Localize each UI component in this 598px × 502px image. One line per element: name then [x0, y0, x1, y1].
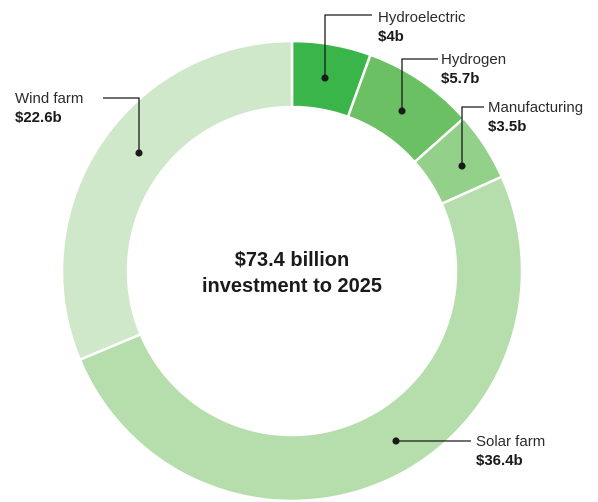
slice-labels: Hydroelectric $4b Hydrogen $5.7b Manufacturi…: [15, 9, 583, 469]
center-label-line-1: $73.4 billion: [235, 249, 349, 271]
leader-dot-hydroelectric: [321, 74, 329, 82]
slice-value-hydroelectric: $4b: [378, 28, 404, 45]
slice-name-hydroelectric: Hydroelectric: [378, 9, 466, 26]
slice-value-manufacturing: $3.5b: [488, 118, 526, 135]
leader-dot-manufacturing: [458, 162, 466, 170]
leader-dot-solar-farm: [392, 437, 400, 445]
label-leaders: [103, 14, 484, 445]
slice-name-wind-farm: Wind farm: [15, 90, 83, 107]
center-label-line-2: investment to 2025: [202, 275, 382, 297]
leader-line-hydrogen: [401, 58, 438, 111]
leader-line-wind-farm: [103, 97, 140, 153]
slice-value-solar-farm: $36.4b: [476, 452, 523, 469]
slice-name-manufacturing: Manufacturing: [488, 99, 583, 116]
slice-name-hydrogen: Hydrogen: [441, 51, 506, 68]
slice-wind-farm: [60, 39, 294, 362]
leader-dot-wind-farm: [135, 149, 143, 157]
leader-line-hydroelectric: [324, 14, 372, 78]
leader-line-manufacturing: [461, 106, 484, 166]
slice-value-wind-farm: $22.6b: [15, 109, 62, 126]
leader-dot-hydrogen: [398, 107, 406, 115]
donut-slices: [60, 39, 524, 502]
slice-solar-farm: [78, 175, 524, 502]
slice-name-solar-farm: Solar farm: [476, 433, 545, 450]
slice-value-hydrogen: $5.7b: [441, 70, 479, 87]
